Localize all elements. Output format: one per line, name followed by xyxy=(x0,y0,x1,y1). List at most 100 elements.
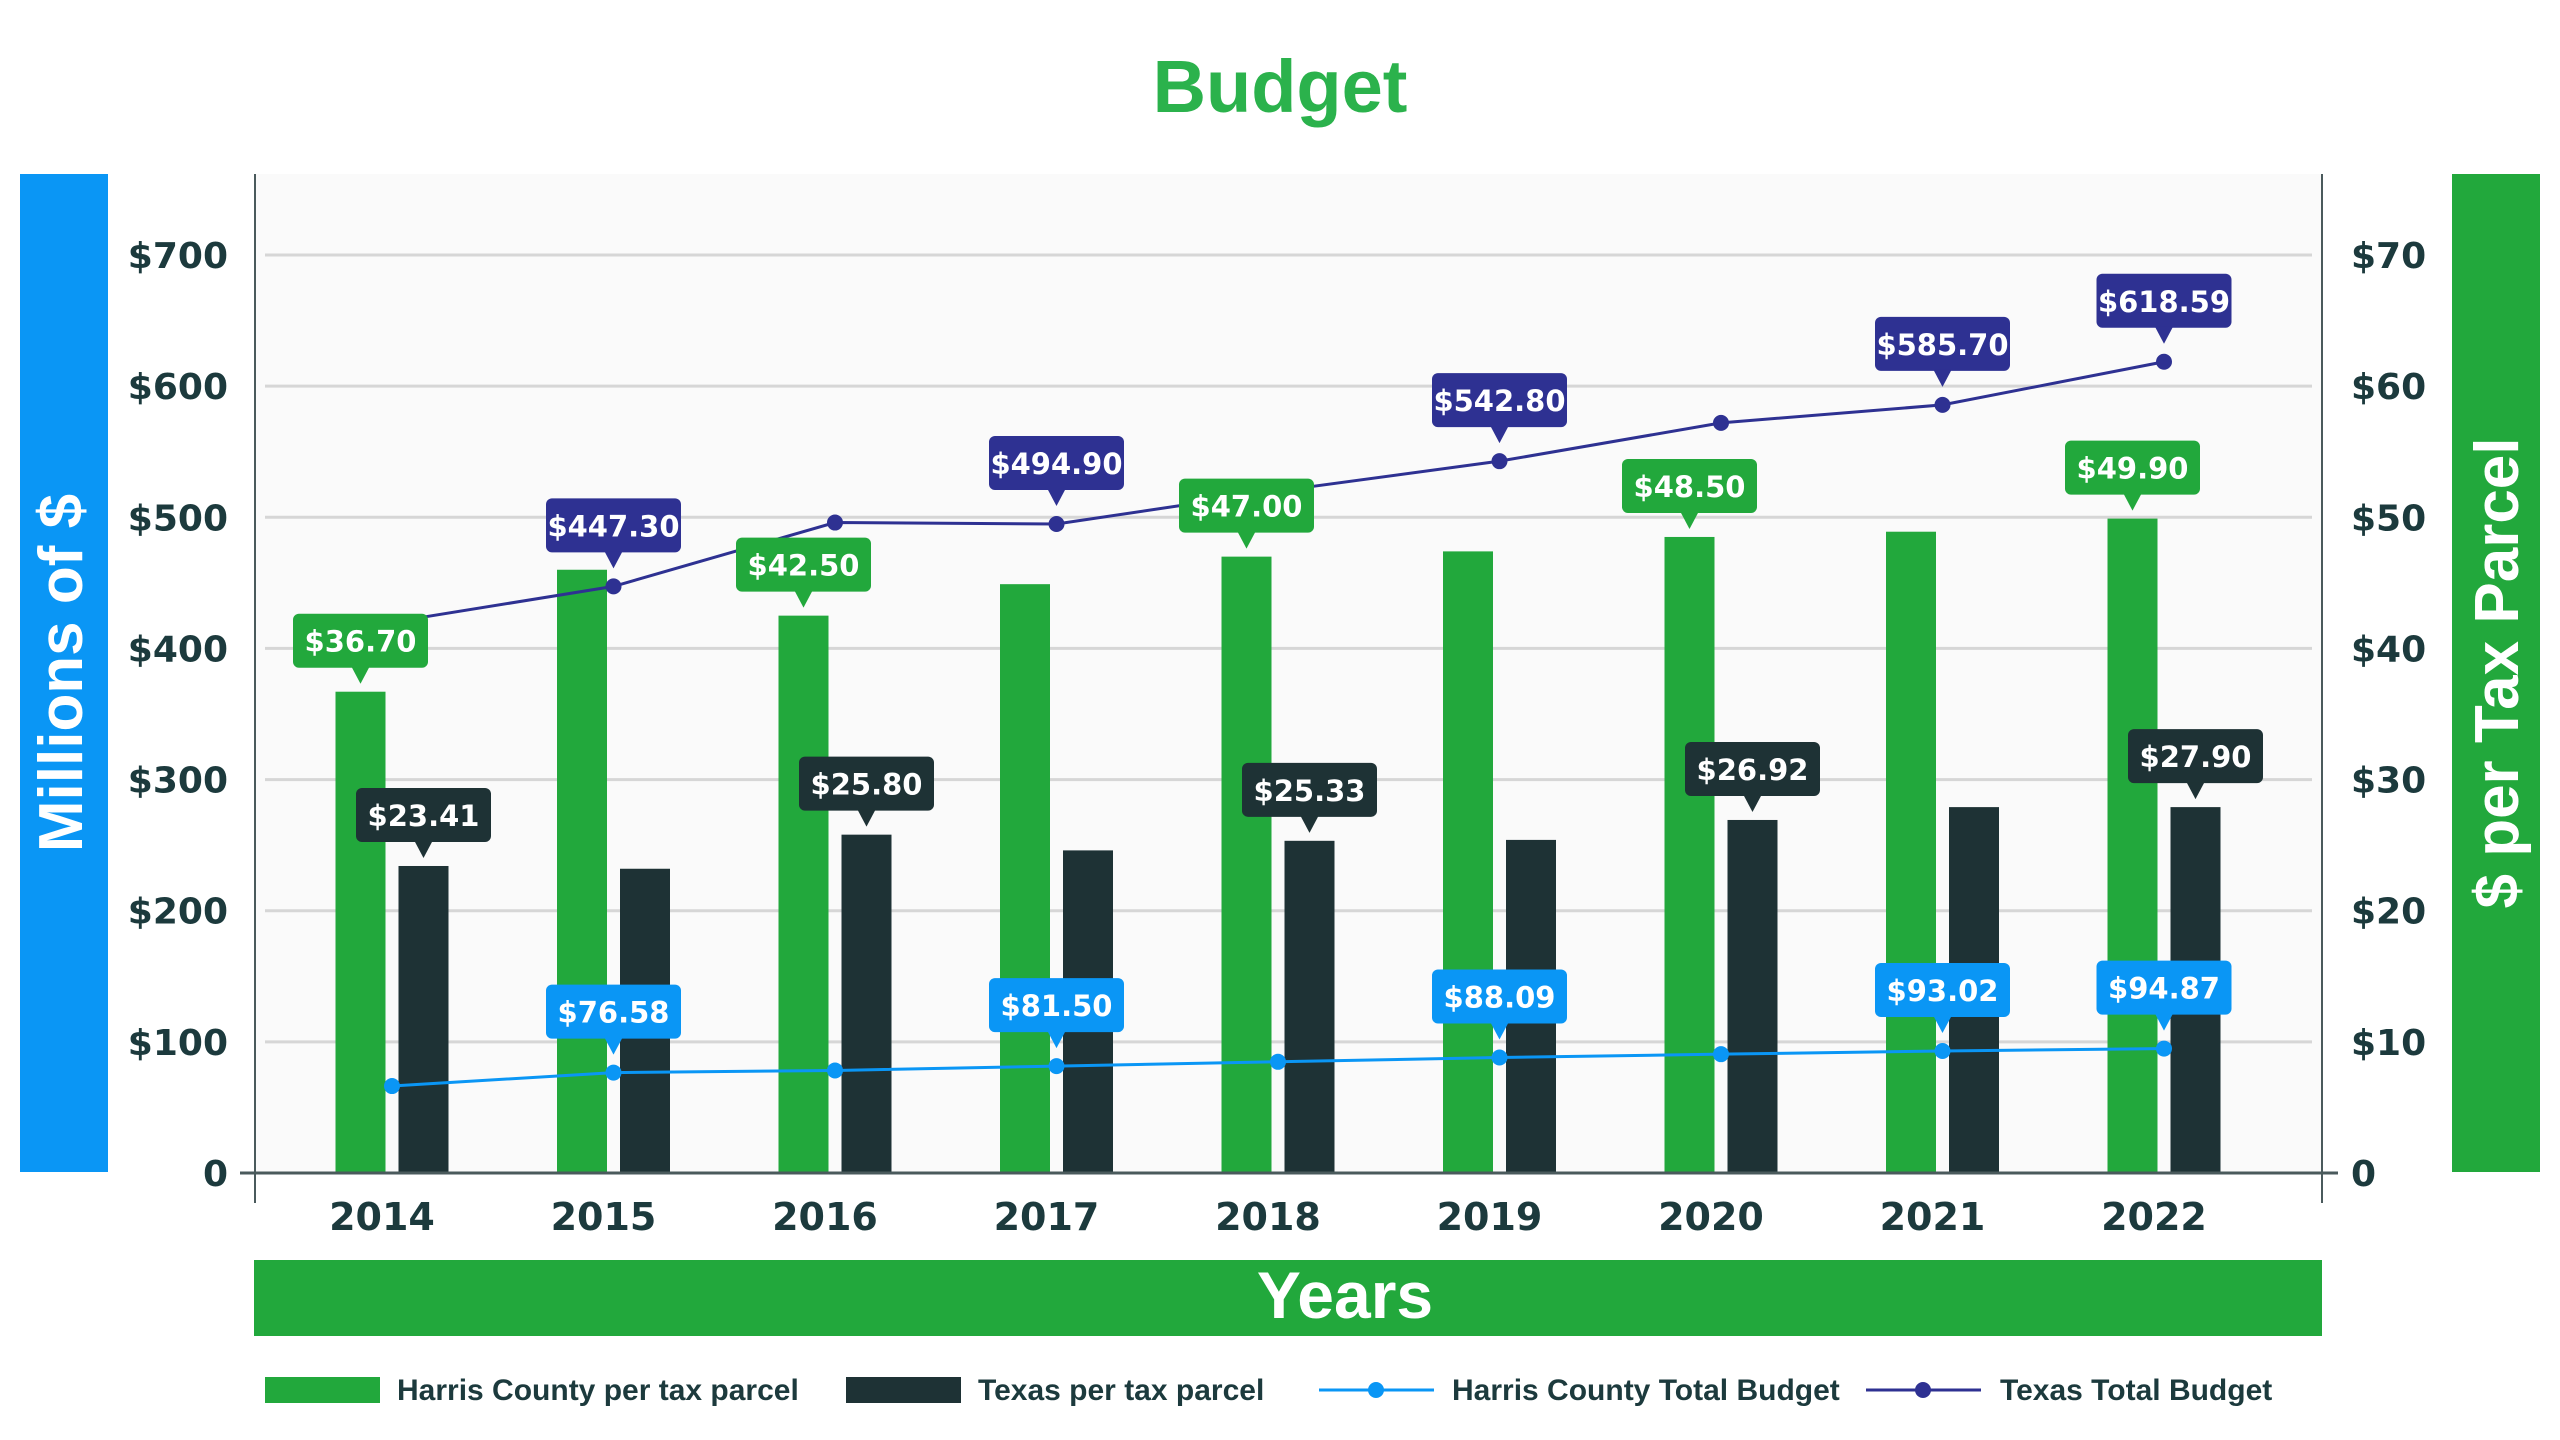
harris-total-label: $88.09 xyxy=(1432,969,1567,1040)
right-tick-label: $60 xyxy=(2351,367,2426,408)
harris-total-label: $81.50 xyxy=(989,978,1124,1049)
right-tick-label: $70 xyxy=(2351,236,2426,277)
data-label-box xyxy=(1875,316,2010,371)
data-label-box xyxy=(2065,440,2200,495)
texas-total-point xyxy=(2156,353,2172,370)
harris-per-parcel-label: $42.50 xyxy=(736,537,871,608)
data-label-box xyxy=(356,787,491,842)
data-label-box xyxy=(293,613,428,668)
legend: Harris County per tax parcel Texas per ta… xyxy=(265,1374,2272,1407)
data-label-pointer xyxy=(1237,531,1256,549)
data-label-pointer xyxy=(857,809,876,827)
year-label: 2015 xyxy=(551,1195,657,1239)
data-label-text: $88.09 xyxy=(1444,980,1556,1014)
data-label-text: $25.33 xyxy=(1254,774,1366,808)
texas-total-label: $494.90 xyxy=(989,435,1124,506)
data-label-pointer xyxy=(1300,815,1319,833)
data-label-pointer xyxy=(1933,369,1952,387)
texas-total-label: $542.80 xyxy=(1432,373,1567,444)
harris-per-parcel-label: $36.70 xyxy=(293,613,428,684)
texas-total-label: $447.30 xyxy=(546,498,681,569)
texas-per-parcel-bar xyxy=(841,834,892,1173)
texas-total-point xyxy=(1934,396,1951,413)
harris-total-point xyxy=(1270,1053,1286,1070)
legend-label: Texas per tax parcel xyxy=(978,1374,1264,1407)
data-label-pointer xyxy=(1047,488,1066,506)
harris-total-point xyxy=(1934,1043,1951,1060)
data-label-box xyxy=(2096,960,2232,1015)
data-label-box xyxy=(2096,273,2232,328)
harris-total-point xyxy=(1048,1058,1065,1075)
right-tick-label: $30 xyxy=(2351,761,2426,802)
harris-per-parcel-bar xyxy=(778,615,829,1173)
data-label-pointer xyxy=(2123,493,2142,511)
harris-total-label: $76.58 xyxy=(546,984,681,1055)
legend-swatch xyxy=(265,1377,380,1403)
right-axis-title: $ per Tax Parcel xyxy=(2463,437,2532,908)
data-label-text: $76.58 xyxy=(558,996,670,1030)
harris-total-point xyxy=(605,1064,622,1081)
harris-total-point xyxy=(1491,1049,1508,1066)
left-axis-title: Millions of $ xyxy=(27,494,96,852)
data-label-box xyxy=(1875,963,2010,1018)
data-label-text: $585.70 xyxy=(1876,328,2008,362)
legend-texas-total: Texas Total Budget xyxy=(1866,1374,2272,1407)
data-label-pointer xyxy=(1743,794,1762,812)
texas-per-parcel-label: $25.80 xyxy=(799,756,934,827)
legend-label: Texas Total Budget xyxy=(2000,1374,2272,1407)
data-label-box xyxy=(2128,729,2263,784)
right-tick-label: $10 xyxy=(2351,1023,2426,1064)
year-label: 2018 xyxy=(1215,1195,1321,1239)
right-tick-label: 0 xyxy=(2351,1154,2376,1195)
data-label-box xyxy=(989,978,1124,1033)
bars xyxy=(335,518,2221,1173)
texas-total-point xyxy=(1048,515,1065,532)
texas-per-parcel-label: $27.90 xyxy=(2128,729,2263,800)
year-label: 2022 xyxy=(2101,1195,2207,1239)
legend-marker xyxy=(1915,1382,1931,1398)
data-label-pointer xyxy=(2155,1013,2173,1031)
harris-per-parcel-label: $47.00 xyxy=(1179,478,1314,549)
data-label-text: $47.00 xyxy=(1191,490,1303,524)
data-label-text: $494.90 xyxy=(990,447,1122,481)
data-label-text: $49.90 xyxy=(2077,452,2189,486)
right-tick-label: $20 xyxy=(2351,892,2426,933)
data-label-text: $94.87 xyxy=(2108,972,2220,1006)
harris-per-parcel-label: $48.50 xyxy=(1622,458,1757,529)
data-label-box xyxy=(1432,969,1567,1024)
data-label-text: $447.30 xyxy=(547,509,679,543)
data-label-text: $26.92 xyxy=(1697,753,1809,787)
texas-total-point xyxy=(605,578,622,595)
x-axis-band xyxy=(254,1260,2322,1336)
right-axis-band xyxy=(2452,174,2540,1172)
left-tick-label: $500 xyxy=(128,498,228,539)
legend-swatch xyxy=(846,1377,961,1403)
texas-total-label: $585.70 xyxy=(1875,316,2010,387)
legend-harris-total: Harris County Total Budget xyxy=(1319,1374,1840,1407)
texas-per-parcel-label: $23.41 xyxy=(356,787,491,858)
data-label-text: $48.50 xyxy=(1634,470,1746,504)
data-label-box xyxy=(989,435,1124,490)
year-label: 2020 xyxy=(1658,1195,1764,1239)
left-tick-label: 0 xyxy=(203,1154,228,1195)
data-label-text: $23.41 xyxy=(368,799,480,833)
legend-texas-per-parcel: Texas per tax parcel xyxy=(846,1374,1264,1407)
data-label-pointer xyxy=(604,1037,623,1055)
year-label: 2016 xyxy=(772,1195,878,1239)
left-tick-label: $200 xyxy=(128,892,228,933)
legend-marker xyxy=(1368,1382,1384,1398)
left-tick-label: $600 xyxy=(128,367,228,408)
harris-per-parcel-bar xyxy=(2107,518,2158,1173)
data-label-text: $542.80 xyxy=(1433,384,1565,418)
harris-total-label: $93.02 xyxy=(1875,963,2010,1034)
year-label: 2014 xyxy=(329,1195,435,1239)
data-label-text: $27.90 xyxy=(2140,740,2252,774)
harris-total-label: $94.87 xyxy=(2096,960,2232,1031)
data-label-box xyxy=(1432,373,1567,428)
left-axis-band xyxy=(20,174,108,1172)
data-label-text: $81.50 xyxy=(1001,989,1113,1023)
data-label-pointer xyxy=(2155,326,2173,344)
data-label-text: $618.59 xyxy=(2098,285,2230,319)
data-label-box xyxy=(1685,741,1820,796)
harris-total-point xyxy=(827,1062,843,1079)
